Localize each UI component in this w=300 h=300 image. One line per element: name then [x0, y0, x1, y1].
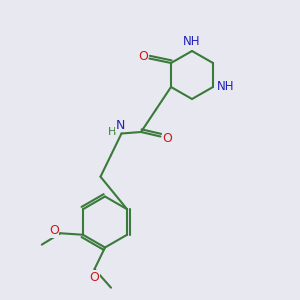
- Text: NH: NH: [183, 35, 201, 49]
- Text: O: O: [49, 224, 59, 237]
- Text: O: O: [138, 50, 148, 64]
- Text: O: O: [90, 271, 99, 284]
- Text: N: N: [115, 118, 125, 132]
- Text: H: H: [108, 127, 116, 137]
- Text: NH: NH: [217, 80, 234, 94]
- Text: O: O: [162, 132, 172, 146]
